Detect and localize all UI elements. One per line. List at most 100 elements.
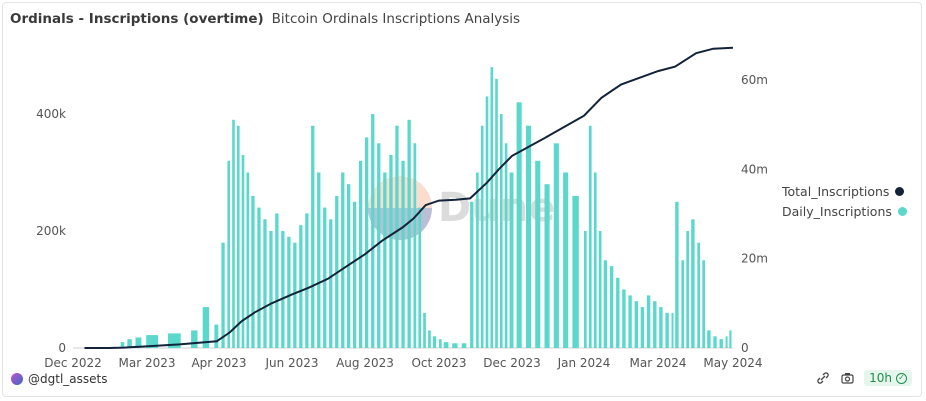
y-left-tick-label: 200k [36,224,66,238]
daily-bar [407,119,411,348]
daily-bar [476,172,479,348]
daily-bar [480,125,484,348]
daily-bar [383,172,387,348]
daily-bar [353,201,357,349]
x-tick-label: Mar 2024 [630,356,687,370]
daily-bar [395,125,399,348]
x-tick-label: Oct 2023 [411,356,466,370]
embed-icon[interactable] [816,371,830,385]
daily-bar [214,324,219,348]
daily-bar [389,154,393,348]
daily-bar [603,260,608,349]
daily-bar [275,213,279,348]
daily-bar [127,339,132,348]
daily-bar [401,160,405,348]
daily-bar [713,336,717,348]
daily-bar [725,336,728,348]
author-name: @dgtl_assets [28,372,108,386]
daily-bar [246,172,250,348]
daily-bar [516,102,522,348]
daily-bar [135,337,142,348]
daily-bar [504,143,508,349]
daily-bar [616,277,620,348]
daily-bar [622,289,626,348]
daily-bar [544,184,550,348]
daily-bar [323,207,327,348]
daily-bar [598,231,602,348]
daily-bar [241,154,245,348]
legend-item-daily[interactable]: Daily_Inscriptions [782,201,907,221]
chart-subtitle: Bitcoin Ordinals Inscriptions Analysis [271,11,521,27]
daily-bar [418,207,422,348]
x-tick-label: Dec 2023 [483,356,541,370]
daily-bar [227,160,230,348]
daily-bar [500,114,503,348]
daily-bar [287,236,291,348]
daily-bar [293,242,297,348]
daily-bar [686,231,689,348]
daily-bar [495,78,498,349]
author-link[interactable]: @dgtl_assets [11,372,107,386]
daily-bar [609,266,614,348]
daily-bar [588,125,592,348]
daily-bar [232,119,235,348]
x-tick-label: Dec 2022 [44,356,102,370]
legend: Total_Inscriptions Daily_Inscriptions [782,181,907,221]
daily-bar [681,260,685,349]
footer-actions: 10h ✓ [816,370,912,386]
y-left-tick-label: 0 [58,341,66,355]
daily-bar [572,195,579,348]
daily-bar [432,336,437,348]
daily-bar [413,143,417,349]
total-line [84,46,734,349]
daily-bar [269,231,273,348]
daily-bar [535,160,541,348]
daily-bar [237,125,240,348]
legend-label-daily: Daily_Inscriptions [782,203,892,219]
daily-bar [640,307,645,348]
daily-bar [263,219,267,348]
daily-bar [329,219,333,348]
daily-bar [470,201,474,349]
chart-title[interactable]: Ordinals - Inscriptions (overtime) [10,11,264,27]
daily-bar [281,231,285,348]
daily-bar [299,225,303,348]
x-tick-label: Apr 2023 [191,356,246,370]
daily-bar [675,201,679,349]
camera-icon[interactable] [840,371,854,385]
daily-bar [509,172,514,348]
legend-swatch-daily [897,206,907,216]
y-left-tick-label: 400k [36,107,66,121]
daily-bar [461,343,467,348]
daily-bar [563,172,569,348]
refresh-time: 10h [869,371,892,385]
daily-bar [371,114,375,348]
daily-bar [311,125,315,348]
y-right-tick-label: 40m [741,162,768,176]
daily-bar [634,301,638,348]
daily-bar [146,335,159,348]
daily-bar [341,172,345,348]
x-tick-label: May 2024 [703,356,762,370]
daily-bar [719,339,723,348]
refresh-status-badge[interactable]: 10h ✓ [864,370,912,386]
daily-bar [729,330,732,348]
daily-bar [671,312,674,348]
daily-bar [202,307,210,348]
daily-bar [257,207,261,348]
daily-bar [428,330,431,348]
daily-bar [593,172,597,348]
y-right-tick-label: 0 [741,341,749,355]
daily-bar [584,231,587,348]
daily-bar [707,330,711,348]
daily-bar [439,339,442,348]
daily-bar [691,219,695,348]
daily-bar [305,213,309,348]
daily-bar [553,143,559,349]
daily-bar [443,342,449,348]
legend-swatch-total [895,186,905,196]
chart-header: Ordinals - Inscriptions (overtime) Bitcoi… [10,11,520,27]
daily-bar [485,96,489,349]
legend-item-total[interactable]: Total_Inscriptions [782,181,907,201]
avatar [11,373,23,385]
